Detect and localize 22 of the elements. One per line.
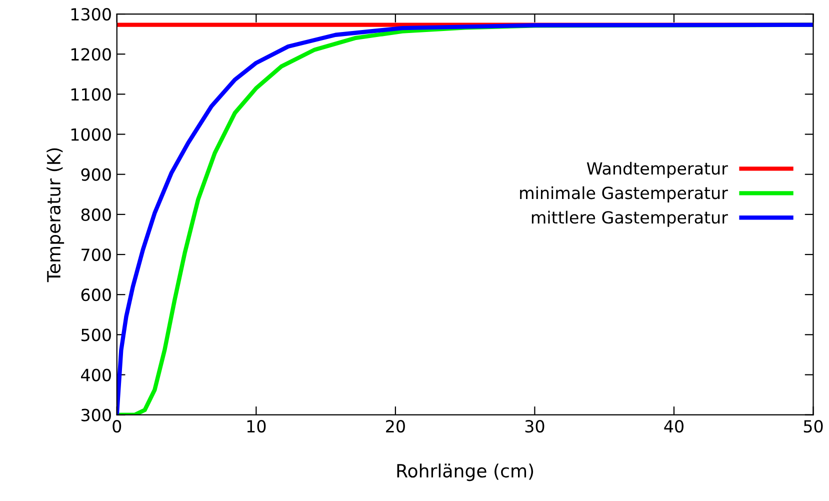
x-axis-title: Rohrlänge (cm) xyxy=(397,464,534,482)
x-tick-label: 40 xyxy=(664,420,684,433)
y-tick-label: 1100 xyxy=(71,88,111,101)
y-tick-label: 700 xyxy=(82,248,111,262)
y-tick-label: 500 xyxy=(82,328,111,342)
y-tick-label: 800 xyxy=(81,208,111,221)
y-tick-label: 1000 xyxy=(71,128,111,141)
legend-label: mittlere Gastemperatur xyxy=(532,210,728,227)
x-tick-label: 50 xyxy=(804,420,823,433)
y-tick-label: 300 xyxy=(81,408,111,422)
legend-label: Wandtemperatur xyxy=(586,162,728,178)
x-tick-label: 20 xyxy=(386,420,405,433)
x-tick-label: 30 xyxy=(525,420,544,433)
y-tick-label: 1300 xyxy=(71,8,111,21)
x-tick-label: 10 xyxy=(247,420,266,433)
y-tick-label: 400 xyxy=(81,368,111,382)
x-tick-label: 0 xyxy=(112,420,122,433)
y-axis-title: Temperatur (K) xyxy=(46,148,64,282)
y-tick-label: 900 xyxy=(81,168,111,181)
y-tick-label: 600 xyxy=(81,288,111,302)
legend-label: minimale Gastemperatur xyxy=(520,186,728,202)
y-tick-label: 1200 xyxy=(71,48,111,61)
